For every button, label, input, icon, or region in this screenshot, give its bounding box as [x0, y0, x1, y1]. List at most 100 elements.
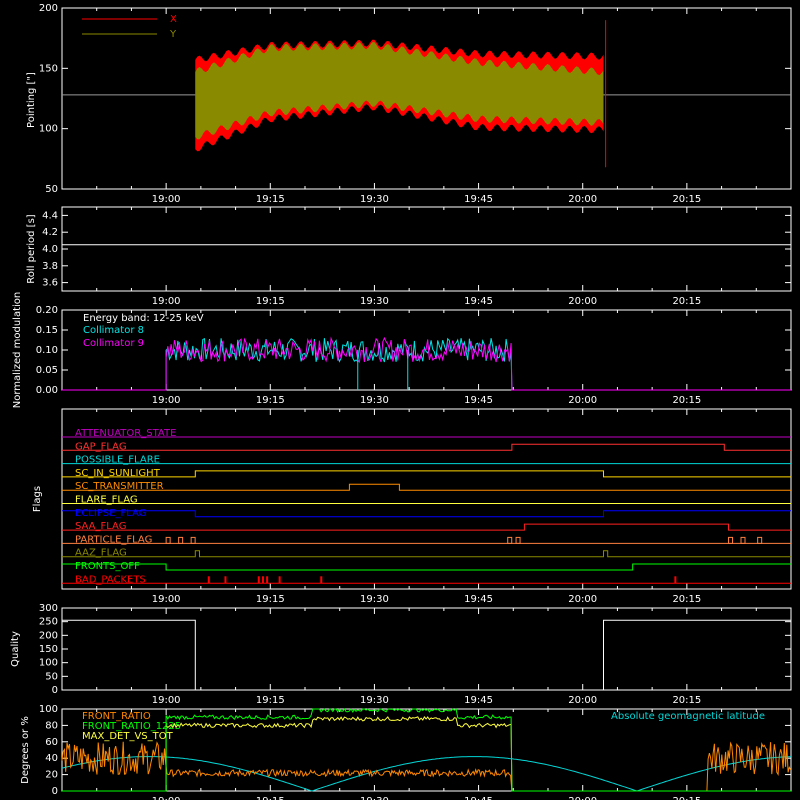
x-tick-label: 19:15	[256, 695, 285, 706]
particle-mark	[757, 536, 763, 544]
particle-mark	[740, 536, 746, 544]
roll-x-ticks: 19:00 19:15 19:30 19:45 20:00 20:15	[61, 207, 792, 307]
x-tick-label: 20:00	[568, 296, 597, 307]
legend-front-ratio: FRONT_RATIO	[82, 711, 151, 722]
y-tick-label: 0.10	[36, 345, 58, 356]
y-tick-label: 0.20	[36, 305, 58, 316]
flag-label: ATTENUATOR_STATE	[75, 428, 176, 439]
flags-data: ATTENUATOR_STATE GAP_FLAG POSSIBLE_FLARE SC…	[62, 428, 791, 585]
pointing-y-label: Pointing ["]	[26, 72, 37, 128]
x-tick-label: 19:30	[360, 395, 389, 406]
x-tick-label: 19:15	[256, 594, 285, 605]
bad-packet-mark	[207, 576, 210, 584]
series-y-band	[195, 42, 604, 140]
flag-label: PARTICLE_FLAG	[75, 534, 152, 545]
collimator8-label: Collimator 8	[83, 325, 144, 336]
x-tick-label: 20:15	[672, 594, 701, 605]
collimator9-series	[62, 336, 791, 391]
flag-line	[62, 563, 791, 571]
x-tick-label: 20:15	[672, 194, 701, 205]
modulation-y-ticks: 0.00 0.05 0.10 0.15 0.20	[36, 305, 791, 396]
quality-series	[62, 619, 791, 691]
x-tick-label: 19:15	[256, 395, 285, 406]
bad-packet-mark	[261, 576, 264, 584]
x-tick-label: 19:45	[464, 395, 493, 406]
y-tick-label: 250	[39, 617, 58, 628]
flag-label: SC_TRANSMITTER	[75, 481, 164, 492]
legend-x-label: X	[170, 14, 177, 25]
pointing-panel: Pointing ["] 50 100 150 200 19:00 19:15 19:30…	[26, 3, 792, 205]
modulation-x-ticks: 19:00 19:15 19:30 19:45 20:00 20:15	[61, 310, 792, 406]
flag-label: POSSIBLE_FLARE	[75, 455, 160, 466]
particle-mark	[178, 536, 184, 544]
y-tick-label: 150	[39, 644, 58, 655]
modulation-panel: Normalized modulation 0.000.050.100.150.…	[12, 292, 792, 409]
y-tick-label: 40	[45, 753, 58, 764]
quality-x-ticks: 19:00 19:15 19:30 19:45 20:00 20:15	[61, 608, 792, 706]
legend-geomag: Absolute geomagnetic latitude	[611, 711, 765, 722]
ratios-data	[61, 708, 792, 792]
flags-x-ticks: 19:00 19:15 19:30 19:45 20:00 20:15	[61, 409, 792, 605]
y-tick-label: 3.8	[42, 261, 58, 272]
flag-line	[62, 443, 791, 451]
x-tick-label: 19:30	[360, 194, 389, 205]
pointing-x-ticks: 19:00 19:15 19:30 19:45 20:00 20:15	[61, 8, 792, 205]
y-tick-label: 4.0	[42, 244, 58, 255]
flag-label: AAZ_FLAG	[75, 548, 127, 559]
collimator9-label: Collimator 9	[83, 338, 144, 349]
ratios-y-label: Degrees or %	[20, 716, 31, 784]
x-tick-label: 19:45	[464, 695, 493, 706]
ratios-frame	[61, 708, 792, 792]
y-tick-label: 200	[39, 3, 58, 14]
y-tick-label: 0.00	[36, 385, 58, 396]
modulation-data	[62, 336, 791, 391]
legend-front-ratio-1225: FRONT_RATIO_1225	[82, 721, 181, 732]
y-tick-label: 0.05	[36, 365, 58, 376]
y-tick-label: 300	[39, 603, 58, 614]
x-tick-label: 20:15	[672, 695, 701, 706]
flag-label: FRONTS_OFF	[75, 561, 140, 572]
flag-line	[62, 550, 791, 558]
bad-packet-mark	[674, 576, 677, 584]
bad-packet-mark	[266, 576, 269, 584]
x-tick-label: 19:00	[152, 594, 181, 605]
roll-y-label: Roll period [s]	[26, 214, 37, 283]
x-tick-label: 20:15	[672, 296, 701, 307]
x-tick-label: 19:15	[256, 296, 285, 307]
x-tick-label: 19:45	[464, 296, 493, 307]
y-tick-label: 3.6	[42, 278, 58, 289]
x-tick-label: 20:00	[568, 796, 597, 800]
roll-y-ticks: 3.6 3.8 4.0 4.2 4.4	[42, 210, 791, 289]
x-tick-label: 19:30	[360, 796, 389, 800]
legend-max-det: MAX_DET_VS_TOT	[82, 731, 174, 742]
quality-y-label: Quality	[10, 631, 21, 667]
y-tick-label: 4.4	[42, 210, 58, 221]
modulation-y-label: Normalized modulation	[12, 292, 23, 409]
y-tick-label: 60	[45, 737, 58, 748]
legend-y-label: Y	[169, 29, 177, 40]
x-tick-label: 20:00	[568, 395, 597, 406]
roll-panel: Roll period [s] 3.63.84.04.24.4 19:00 19:…	[26, 206, 792, 307]
x-tick-label: 19:00	[152, 695, 181, 706]
flag-line	[62, 523, 791, 531]
particle-mark	[507, 536, 513, 544]
particle-mark	[515, 536, 521, 544]
x-tick-label: 20:00	[568, 194, 597, 205]
y-tick-label: 80	[45, 720, 58, 731]
y-tick-label: 0	[52, 786, 58, 797]
y-tick-label: 4.2	[42, 227, 58, 238]
flag-label: SAA_FLAG	[75, 521, 126, 532]
quality-data	[62, 619, 791, 691]
x-tick-label: 19:15	[256, 796, 285, 800]
y-tick-label: 0.15	[36, 325, 58, 336]
x-tick-label: 19:30	[360, 594, 389, 605]
x-tick-label: 19:15	[256, 194, 285, 205]
pointing-y-ticks: 50 100 150 200	[39, 3, 791, 195]
y-tick-label: 50	[45, 671, 58, 682]
x-tick-label: 19:45	[464, 594, 493, 605]
particle-mark	[165, 536, 171, 544]
flag-label: FLARE_FLAG	[75, 495, 138, 506]
quality-y-ticks: 0 50 100 150 200 250 300	[39, 603, 791, 696]
